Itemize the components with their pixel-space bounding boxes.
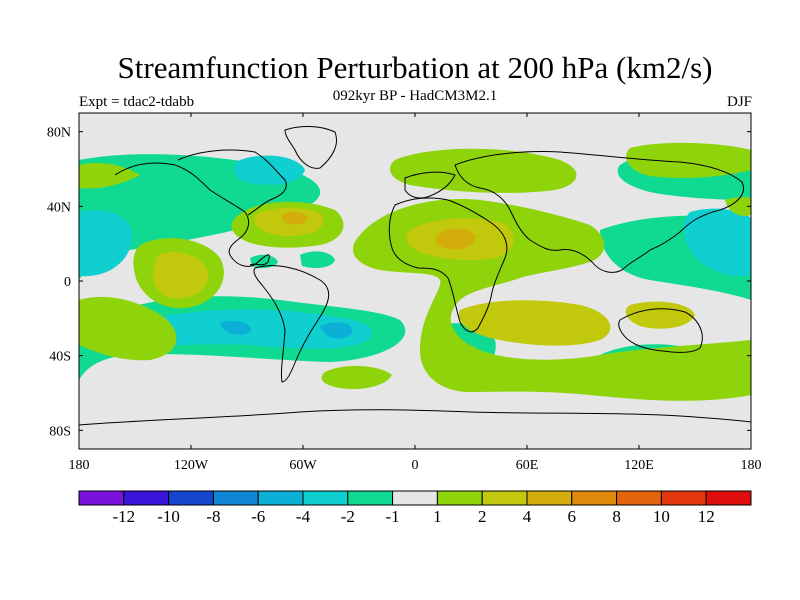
- contour-region: [90, 231, 118, 252]
- contour-region: [233, 155, 305, 185]
- colorbar-swatch: [526, 490, 573, 506]
- axis-ticks: 180 120W 60W 0 60E 120E 180 80N 40N 0 40S 80S: [47, 113, 762, 473]
- colorbar-label: 6: [568, 507, 577, 526]
- contour-fills: [79, 142, 751, 401]
- x-tick-label: 0: [412, 458, 419, 473]
- y-tick-label: 40N: [47, 200, 71, 215]
- colorbar-swatch: [571, 490, 618, 506]
- chart-title: Streamfunction Perturbation at 200 hPa (…: [117, 50, 713, 85]
- colorbar-swatch: [123, 490, 170, 506]
- contour-region: [320, 322, 353, 339]
- coastline: [404, 171, 456, 199]
- x-tick-label: 180: [69, 458, 90, 473]
- colorbar-swatch: [212, 490, 259, 506]
- contour-region: [684, 208, 751, 277]
- coastlines: [79, 126, 751, 426]
- colorbar-swatch: [257, 490, 304, 506]
- coastline: [284, 126, 337, 169]
- x-tick-label: 60W: [289, 458, 317, 473]
- contour-region: [79, 296, 177, 361]
- contour-region: [300, 251, 335, 268]
- colorbar-label: 4: [523, 507, 532, 526]
- colorbar-label: -6: [251, 507, 265, 526]
- colorbar-label: -10: [157, 507, 180, 526]
- colorbar-swatch: [302, 490, 349, 506]
- contour-region: [79, 154, 321, 280]
- colorbar-swatch: [616, 490, 662, 506]
- contour-region: [153, 252, 209, 299]
- colorbar-swatch: [78, 490, 125, 506]
- coastline: [79, 409, 751, 426]
- colorbar-label: -12: [112, 507, 135, 526]
- contour-region: [282, 211, 308, 225]
- coastline: [618, 308, 703, 353]
- contour-region: [390, 148, 577, 193]
- coastline: [114, 162, 270, 267]
- colorbar-swatch: [660, 490, 707, 506]
- coastline: [388, 197, 508, 333]
- x-tick-label: 180: [741, 458, 762, 473]
- coastline: [177, 149, 287, 216]
- chart-subtitle: 092kyr BP - HadCM3M2.1: [332, 88, 498, 104]
- colorbar-swatch: [436, 490, 483, 506]
- colorbar-swatch: [168, 490, 214, 506]
- contour-region: [725, 197, 751, 216]
- contour-region: [626, 142, 751, 178]
- contour-region: [220, 320, 251, 335]
- colorbar-label: 8: [612, 507, 621, 526]
- colorbar-label: -2: [341, 507, 355, 526]
- colorbar-label: 2: [478, 507, 487, 526]
- y-tick-label: 0: [64, 275, 71, 290]
- colorbar-label: -4: [296, 507, 311, 526]
- season-label: DJF: [726, 94, 752, 110]
- contour-region: [435, 228, 476, 250]
- colorbar-label: 12: [698, 507, 715, 526]
- colorbar-label: -1: [386, 507, 400, 526]
- colorbar-swatch: [481, 490, 528, 506]
- contour-region: [625, 301, 695, 329]
- contour-region: [458, 300, 611, 346]
- colorbar-swatch: [347, 490, 394, 506]
- map-plot-area: [79, 113, 751, 449]
- coastline: [454, 151, 744, 273]
- experiment-label: Expt = tdac2-tdabb: [79, 94, 195, 110]
- colorbar-label: -8: [206, 507, 220, 526]
- colorbar-swatch: [705, 490, 752, 506]
- contour-region: [321, 365, 392, 390]
- x-tick-label: 60E: [516, 458, 539, 473]
- x-tick-label: 120W: [174, 458, 209, 473]
- y-tick-label: 40S: [49, 350, 71, 365]
- x-tick-label: 120E: [624, 458, 654, 473]
- colorbar-swatch: [392, 490, 438, 506]
- coastline: [253, 265, 330, 383]
- colorbar-label: 1: [433, 507, 442, 526]
- y-tick-label: 80N: [47, 126, 71, 141]
- y-tick-label: 80S: [49, 424, 71, 439]
- colorbar-label: 10: [653, 507, 670, 526]
- colorbar: -12 -10 -8 -6 -4 -2 -1 1 2 4 6 8 10 12: [78, 490, 752, 526]
